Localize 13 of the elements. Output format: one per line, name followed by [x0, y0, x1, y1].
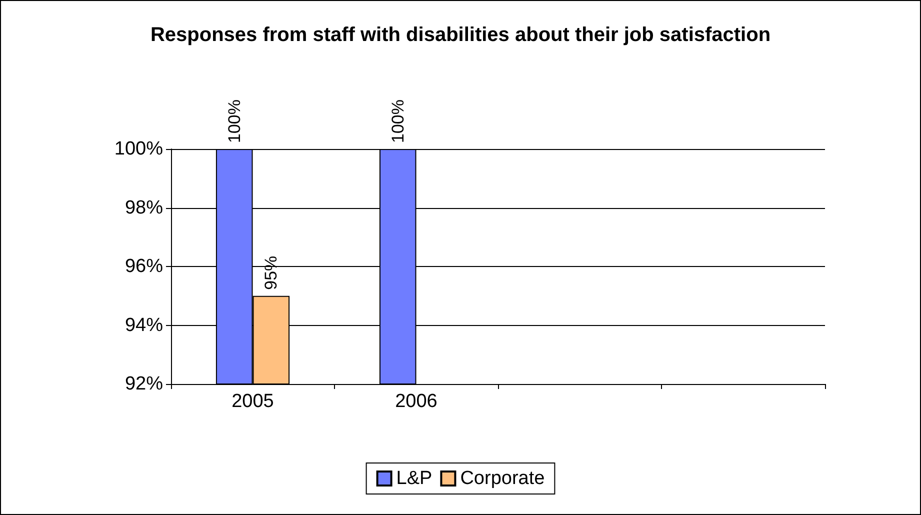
data-label: 100% — [224, 100, 244, 143]
x-tick-label: 2006 — [395, 391, 438, 412]
chart-title: Responses from staff with disabilities about their job satisfaction — [150, 24, 771, 46]
data-label: 95% — [262, 256, 281, 290]
data-label: 100% — [388, 100, 408, 143]
y-tick-label: 98% — [124, 197, 164, 218]
y-tick-label: 100% — [114, 138, 164, 160]
y-tick-label: 96% — [124, 256, 164, 277]
legend-label: L&P — [396, 468, 432, 489]
y-tick-label: 92% — [124, 374, 164, 394]
x-tick-label: 2005 — [232, 391, 274, 412]
y-tick-label: 94% — [124, 314, 164, 336]
legend-label: Corporate — [460, 468, 545, 489]
